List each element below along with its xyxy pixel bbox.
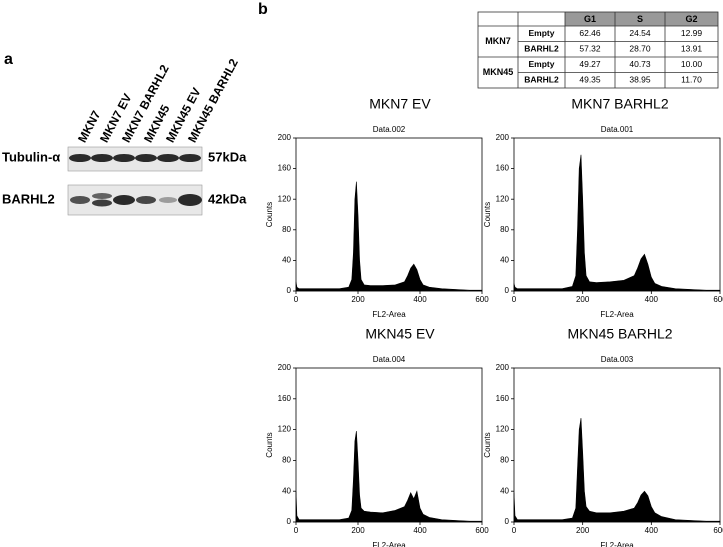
x-tick-label: 400 xyxy=(413,526,427,535)
y-tick-label: 200 xyxy=(278,133,292,142)
x-tick-label: 200 xyxy=(576,295,590,304)
y-tick-label: 0 xyxy=(287,286,292,295)
table-cell: 13.91 xyxy=(681,44,703,54)
band-size: 42kDa xyxy=(208,191,247,206)
table-header: G1 xyxy=(584,14,596,24)
table-row-label: Empty xyxy=(529,59,555,69)
plot-frame xyxy=(295,367,483,523)
y-tick-label: 80 xyxy=(282,225,291,234)
chart-title: MKN7 BARHL2 xyxy=(571,96,668,112)
x-axis-label: FL2-Area xyxy=(600,310,634,319)
x-tick-label: 0 xyxy=(512,526,517,535)
y-tick-label: 160 xyxy=(278,394,292,403)
y-tick-label: 80 xyxy=(282,456,291,465)
y-tick-label: 200 xyxy=(278,363,292,372)
chart-title: MKN7 EV xyxy=(369,96,431,112)
table-cell: 11.70 xyxy=(681,75,702,85)
y-axis-label: Counts xyxy=(265,202,274,227)
chart-title: MKN45 BARHL2 xyxy=(567,326,672,342)
y-axis-label: Counts xyxy=(265,432,274,457)
plot-frame xyxy=(513,367,721,523)
table-cell: 12.99 xyxy=(681,28,703,38)
y-tick-label: 0 xyxy=(505,517,510,526)
x-tick-label: 400 xyxy=(645,526,659,535)
y-tick-label: 40 xyxy=(282,486,291,495)
chart-subtitle: Data.003 xyxy=(601,355,634,364)
y-tick-label: 80 xyxy=(500,456,509,465)
x-tick-label: 0 xyxy=(294,295,299,304)
table-header-bg xyxy=(565,12,718,26)
chart-subtitle: Data.004 xyxy=(373,355,406,364)
x-tick-label: 400 xyxy=(413,295,427,304)
y-tick-label: 120 xyxy=(278,425,292,434)
band-name: BARHL2 xyxy=(2,191,55,206)
y-tick-label: 160 xyxy=(496,394,510,403)
table-cell: 49.35 xyxy=(579,75,601,85)
x-tick-label: 600 xyxy=(713,295,723,304)
table-header: S xyxy=(637,14,643,24)
x-tick-label: 0 xyxy=(512,295,517,304)
table-cell: 49.27 xyxy=(579,59,601,69)
y-tick-label: 120 xyxy=(278,194,292,203)
table-cell: 24.54 xyxy=(629,28,651,38)
table-grid xyxy=(477,11,719,89)
y-tick-label: 120 xyxy=(496,194,510,203)
panel-label: a xyxy=(4,51,13,68)
chart-subtitle: Data.002 xyxy=(373,125,406,134)
table-cell: 57.32 xyxy=(579,44,601,54)
table-row-label: Empty xyxy=(529,28,555,38)
band-name: Tubulin-α xyxy=(2,149,60,164)
y-tick-label: 40 xyxy=(500,256,509,265)
y-tick-label: 160 xyxy=(496,164,510,173)
x-tick-label: 400 xyxy=(645,295,659,304)
x-tick-label: 0 xyxy=(294,526,299,535)
table-row-label: BARHL2 xyxy=(524,44,559,54)
table-cell: 40.73 xyxy=(629,59,651,69)
histogram-area xyxy=(513,154,721,292)
x-tick-label: 600 xyxy=(475,526,489,535)
y-axis-label: Counts xyxy=(483,432,492,457)
y-tick-label: 0 xyxy=(287,517,292,526)
blot-bands xyxy=(69,154,202,207)
chart-subtitle: Data.001 xyxy=(601,125,634,134)
table-cell: 10.00 xyxy=(681,59,703,69)
y-tick-label: 200 xyxy=(496,133,510,142)
y-axis-label: Counts xyxy=(483,202,492,227)
x-tick-label: 200 xyxy=(351,295,365,304)
y-tick-label: 40 xyxy=(282,256,291,265)
x-tick-label: 600 xyxy=(475,295,489,304)
table-group: MKN7 xyxy=(485,36,511,46)
histogram-area xyxy=(295,181,483,292)
x-axis-label: FL2-Area xyxy=(372,541,406,547)
table-cell: 38.95 xyxy=(629,75,651,85)
y-tick-label: 0 xyxy=(505,286,510,295)
y-tick-label: 80 xyxy=(500,225,509,234)
x-tick-label: 200 xyxy=(351,526,365,535)
y-tick-label: 160 xyxy=(278,164,292,173)
chart-title: MKN45 EV xyxy=(365,326,435,342)
x-tick-label: 200 xyxy=(576,526,590,535)
table-cell: 62.46 xyxy=(579,28,601,38)
table-group: MKN45 xyxy=(483,67,514,77)
band-size: 57kDa xyxy=(208,149,247,164)
y-tick-label: 120 xyxy=(496,425,510,434)
x-axis-label: FL2-Area xyxy=(600,541,634,547)
panel-label: b xyxy=(258,1,268,18)
histogram-area xyxy=(295,431,483,523)
plot-frame xyxy=(295,137,483,292)
table-header: G2 xyxy=(685,14,697,24)
x-axis-label: FL2-Area xyxy=(372,310,406,319)
y-tick-label: 40 xyxy=(500,486,509,495)
y-tick-label: 200 xyxy=(496,363,510,372)
plot-frame xyxy=(513,137,721,292)
table-row-label: BARHL2 xyxy=(524,75,559,85)
histogram-area xyxy=(513,418,721,523)
table-cell: 28.70 xyxy=(629,44,651,54)
x-tick-label: 600 xyxy=(713,526,723,535)
